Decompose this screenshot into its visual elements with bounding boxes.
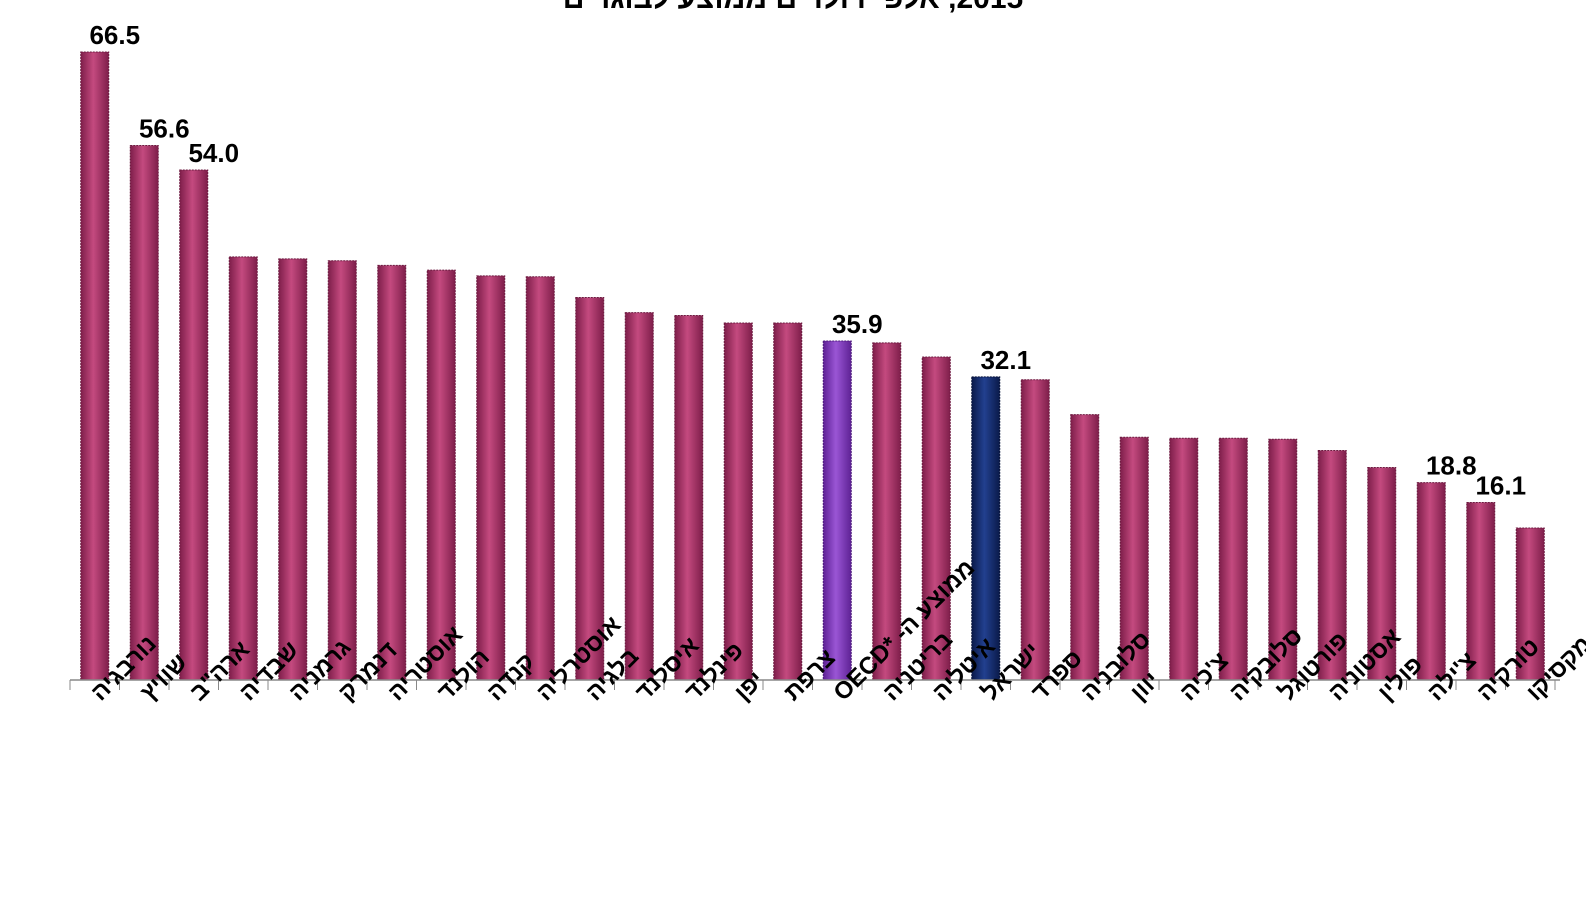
bar-country (575, 297, 605, 681)
bar-country (228, 256, 258, 681)
bar-country (426, 269, 456, 681)
bar-country (1169, 437, 1199, 681)
data-label: 35.9 (832, 309, 883, 339)
data-label: 54.0 (188, 138, 239, 168)
bar-country (179, 169, 209, 681)
bar-country (1070, 414, 1100, 681)
data-label: 16.1 (1475, 470, 1526, 500)
bar-country (278, 258, 308, 681)
x-axis (69, 679, 1560, 690)
bar-country (525, 276, 555, 681)
bar-country (1416, 482, 1446, 681)
bar-country (1268, 438, 1298, 681)
bar-israel (971, 376, 1001, 681)
bar-country (872, 342, 902, 681)
bar-country (1218, 437, 1248, 681)
bar-country (1466, 501, 1496, 681)
bar-country (327, 260, 357, 681)
bar-country (723, 322, 753, 681)
bar-country (674, 314, 704, 681)
data-label: 66.5 (89, 20, 140, 50)
bar-country (624, 312, 654, 681)
bar-country (773, 322, 803, 681)
data-label: 56.6 (139, 113, 190, 143)
chart-title: 2015, אלפי דולרים ממוצע לבוגרים (563, 0, 1023, 15)
bar-country (476, 275, 506, 681)
bars-layer (80, 51, 1545, 681)
bar-country (1020, 379, 1050, 681)
value-labels-layer: 66.5 56.654.0 35.9 32.1 18.816.1 (89, 20, 1526, 500)
data-label: 18.8 (1426, 451, 1477, 481)
bar-country (377, 264, 407, 681)
data-label: 32.1 (980, 345, 1031, 375)
bar-country (129, 144, 159, 681)
bar-oecd (822, 340, 852, 681)
bar-country (1367, 467, 1397, 681)
bar-country (1119, 436, 1149, 681)
bar-country (1515, 527, 1545, 681)
bar-country (80, 51, 110, 681)
